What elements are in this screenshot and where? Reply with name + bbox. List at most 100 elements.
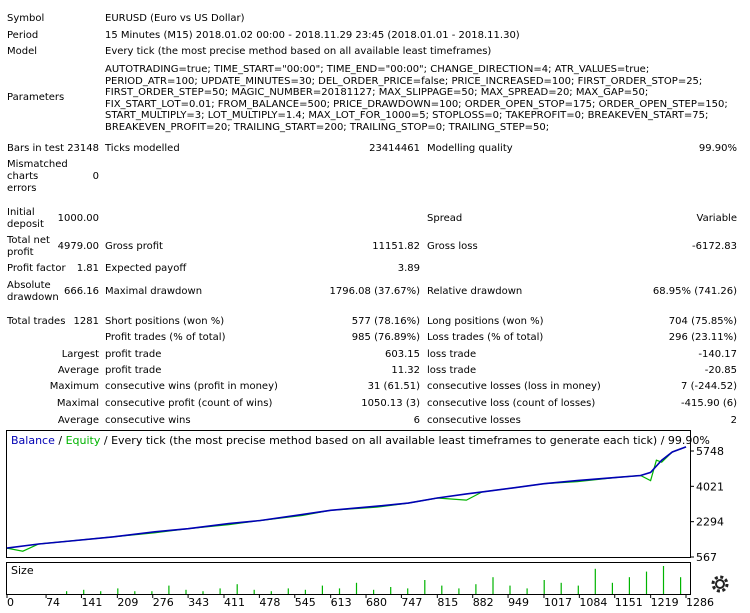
size-bar [83,589,85,594]
largest-loss-label: loss trade [427,349,477,360]
largest-profit-value: 603.15 [385,349,420,360]
size-bar [185,589,187,594]
size-bar [338,588,341,594]
symbol-label: Symbol [7,13,45,24]
mismatched-label-2: charts [7,171,39,182]
grossloss-label: Gross loss [427,241,478,252]
size-bar [407,588,409,594]
x-tick-label: 1151 [615,596,643,609]
model-label: Model [7,46,38,57]
short-label: Short positions (won %) [105,316,225,327]
average-profit-value: 11.32 [391,365,420,376]
absdd-label-1: Absolute [7,280,51,291]
loss-trades-value: 296 (23.11%) [668,332,737,343]
parameters-label: Parameters [7,92,65,103]
quality-value: 99.90% [698,143,737,154]
loss-trades-label: Loss trades (% of total) [427,332,544,343]
average-label: Average [57,365,99,376]
mismatched-value: 0 [92,171,99,182]
y-axis-ticks: 5748 4021 2294 567 [690,445,724,564]
max-losses-value: 7 (-244.52) [681,381,737,392]
gear-icon[interactable] [709,573,731,595]
maximal-loss-value: -415.90 (6) [681,398,737,409]
size-bar [424,580,426,594]
size-bar [611,582,613,594]
size-bar [219,588,221,594]
initial-value: 1000.00 [57,213,99,224]
size-bar [645,571,648,594]
profit-trades-label: Profit trades (% of total) [105,332,226,343]
ticks-label: Ticks modelled [105,143,180,154]
size-label: Size [11,564,34,577]
size-bar [680,577,682,594]
avg-consec-losses-label: consecutive losses [427,415,521,426]
x-tick-label: 141 [81,596,102,609]
trades-value: 1281 [73,316,99,327]
avg-consec-wins-label: consecutive wins [105,415,191,426]
pf-value: 1.81 [76,263,99,274]
largest-label: Largest [61,349,99,360]
balance-line [6,446,687,549]
x-tick-label: 1017 [544,596,572,609]
size-bar [492,577,494,594]
maximal-profit-label: consecutive profit (count of wins) [105,398,273,409]
size-bar [441,585,443,594]
size-bar [117,588,119,594]
size-bar [543,580,545,594]
size-bar [202,591,204,594]
x-tick-label: 613 [331,596,352,609]
long-label: Long positions (won %) [427,316,544,327]
x-tick-label: 949 [508,596,529,609]
max-losses-label: consecutive losses (loss in money) [427,381,601,392]
x-tick-label: 0 [7,596,14,609]
x-tick-label: 815 [437,596,458,609]
average-profit-label: profit trade [105,365,162,376]
period-value: 15 Minutes (M15) 2018.01.02 00:00 - 2018… [105,30,520,41]
max-wins-label: consecutive wins (profit in money) [105,381,278,392]
size-plot-frame [6,562,691,595]
mismatched-label-3: errors [7,183,37,194]
grossprofit-label: Gross profit [105,241,163,252]
y-tick-label: 5748 [696,445,724,458]
size-bar [373,589,375,594]
chart-series [6,446,687,552]
size-bar [253,589,255,594]
size-bar [628,577,630,594]
symbol-value: EURUSD (Euro vs US Dollar) [105,13,245,24]
x-axis-ticks: 0 74 141 209 276 343 411 478 545 613 680 747 815 882 9… [6,594,714,609]
average-loss-value: -20.85 [704,365,737,376]
chart-legend: Balance / Equity / Every tick (the most … [11,434,710,447]
size-bar [100,591,102,594]
legend-sep: / [55,434,66,447]
maximal-profit-value: 1050.13 (3) [361,398,420,409]
legend-equity: Equity [66,434,101,447]
long-value: 704 (75.85%) [668,316,737,327]
size-bar [134,591,136,594]
trades-label: Total trades [7,316,66,327]
x-tick-label: 882 [473,596,494,609]
absdd-value: 666.16 [64,286,99,297]
payoff-value: 3.89 [397,263,420,274]
ticks-value: 23414461 [369,143,420,154]
size-bar [662,566,665,594]
netprofit-label-1: Total net [7,235,50,246]
x-tick-label: 1084 [579,596,607,609]
size-bar [560,582,562,594]
size-bar [168,585,170,594]
size-bar [390,587,392,594]
short-value: 577 (78.16%) [351,316,420,327]
size-bar [355,582,358,594]
spread-value: Variable [696,213,738,224]
size-bar [236,584,238,594]
quality-label: Modelling quality [427,143,513,154]
avg-consec-wins-value: 6 [413,415,420,426]
x-tick-label: 1219 [651,596,679,609]
size-bar [475,584,477,594]
maximal-loss-label: consecutive loss (count of losses) [427,398,596,409]
size-bar [304,589,306,594]
netprofit-label-2: profit [7,247,34,258]
size-bar [526,588,528,594]
size-bar [509,585,511,594]
grossloss-value: -6172.83 [692,241,737,252]
x-tick-label: 747 [401,596,422,609]
